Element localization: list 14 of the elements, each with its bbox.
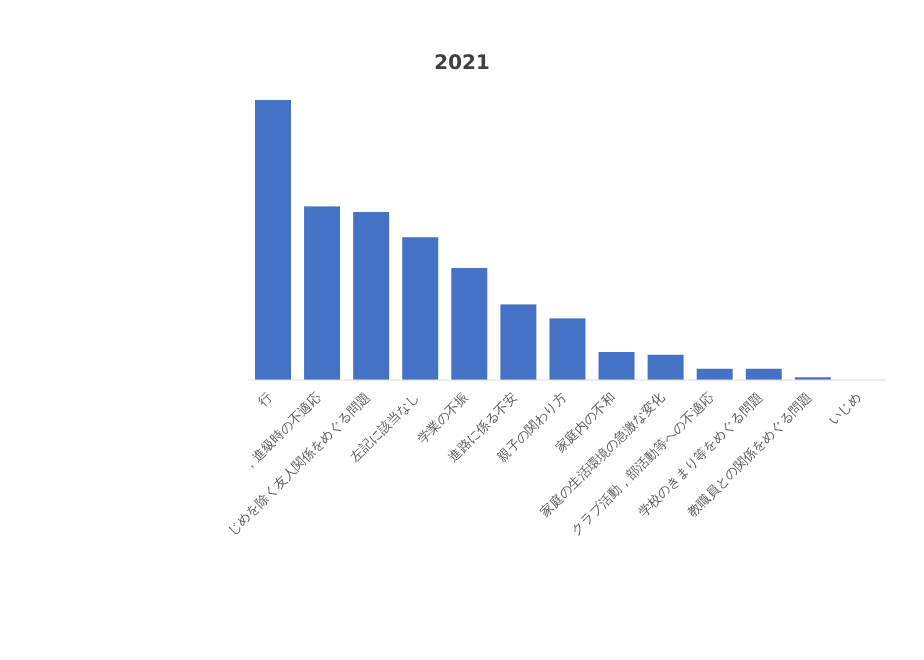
bar xyxy=(648,354,684,380)
bar xyxy=(255,100,291,380)
bar xyxy=(353,212,390,380)
bar xyxy=(746,368,782,380)
chart-title: 2021 xyxy=(433,50,491,76)
x-tick-label: いじめ xyxy=(826,390,864,428)
bar xyxy=(549,318,586,380)
bar xyxy=(451,268,488,380)
bar xyxy=(304,206,340,380)
bar xyxy=(500,304,536,380)
bar xyxy=(696,368,733,380)
bar xyxy=(598,352,635,380)
x-tick-label: 行 xyxy=(256,390,276,410)
bar xyxy=(402,237,438,380)
